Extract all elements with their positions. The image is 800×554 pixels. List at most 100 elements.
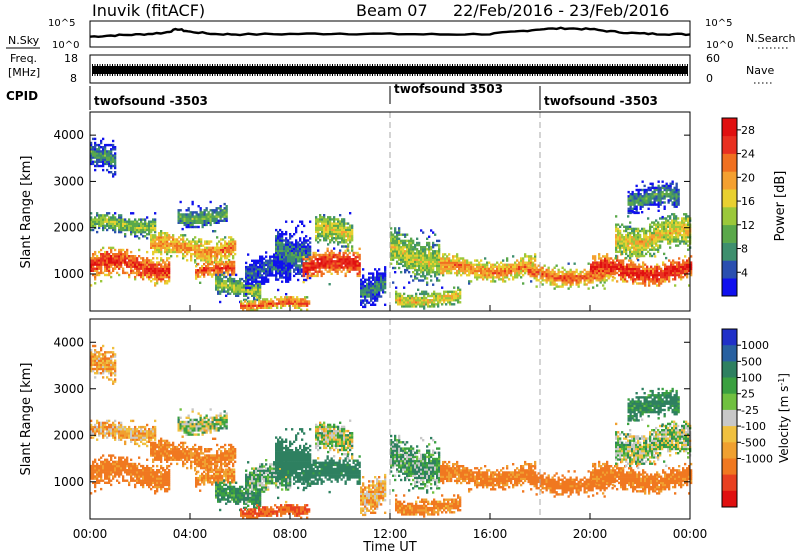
power-cell [439, 292, 442, 296]
power-cell [146, 228, 149, 232]
power-cell [341, 224, 344, 227]
power-cell [419, 292, 422, 296]
power-cell [227, 286, 230, 289]
power-cell [626, 280, 629, 283]
power-cell [179, 221, 182, 224]
power-cell [323, 239, 326, 242]
power-cell [342, 253, 345, 257]
power-cell [438, 268, 441, 272]
power-cell [312, 255, 315, 259]
power-cell [285, 276, 288, 279]
power-cell [302, 270, 305, 273]
power-cell [134, 257, 137, 260]
power-cell [616, 267, 619, 271]
power-cell [225, 205, 228, 208]
power-cell [553, 270, 556, 274]
power-cell [90, 148, 93, 151]
power-cell [307, 253, 310, 257]
power-cell [287, 270, 290, 273]
power-cell [446, 263, 449, 266]
power-cell [400, 248, 403, 251]
power-cell [309, 258, 312, 261]
power-cell [490, 276, 493, 279]
power-cell [156, 242, 159, 245]
power-cell [603, 272, 606, 276]
power-cell [620, 261, 623, 264]
power-cell [217, 288, 220, 291]
power-cell [160, 236, 163, 239]
power-cell [408, 256, 411, 259]
power-cell [152, 271, 155, 275]
power-cell [225, 271, 228, 274]
power-cell [670, 261, 673, 264]
power-cell [118, 261, 121, 264]
power-cell [672, 261, 675, 264]
power-cell [295, 247, 298, 250]
power-cell [448, 267, 451, 271]
power-cell [132, 269, 135, 272]
power-cell [206, 242, 209, 245]
power-cell [230, 240, 233, 243]
power-cell [629, 238, 632, 241]
power-cell [92, 224, 95, 227]
power-cell [594, 267, 597, 271]
power-cell [530, 263, 533, 266]
power-cell [108, 158, 111, 161]
power-cell [657, 236, 660, 239]
power-cell [611, 279, 614, 282]
power-cell [372, 295, 375, 298]
power-cell [434, 273, 437, 276]
power-cell [189, 213, 192, 216]
power-cell [401, 299, 404, 302]
power-cell [197, 219, 200, 222]
power-cell [372, 276, 375, 279]
power-cell [268, 306, 271, 309]
power-cell [114, 265, 117, 268]
power-cell [553, 272, 556, 276]
power-cell [433, 290, 436, 293]
power-cell [421, 296, 424, 300]
power-cell [281, 247, 284, 250]
power-cell [285, 274, 288, 277]
power-cell [537, 279, 540, 282]
power-cell [407, 301, 410, 304]
power-cell [319, 228, 322, 231]
power-cell [215, 267, 218, 270]
power-cell [417, 301, 420, 304]
power-cell [631, 252, 634, 256]
power-cell [247, 278, 250, 281]
power-cell [347, 237, 350, 240]
power-cell [528, 259, 531, 262]
power-cell [399, 299, 402, 302]
power-cell [608, 269, 611, 273]
power-cell [376, 280, 379, 284]
power-cell [419, 301, 422, 304]
power-cell [277, 255, 280, 259]
power-cell [622, 267, 625, 271]
power-cell [273, 268, 276, 271]
power-cell [225, 209, 228, 212]
power-cell [655, 236, 658, 239]
power-cell [629, 233, 632, 237]
power-cell [530, 261, 533, 264]
power-cell [634, 267, 637, 271]
power-cell [96, 214, 99, 217]
power-cell [432, 258, 435, 261]
power-cell [420, 252, 423, 255]
power-cell [164, 273, 167, 277]
power-cell [269, 261, 272, 265]
power-cell [516, 269, 519, 273]
power-cell [318, 270, 321, 273]
power-cell [204, 252, 207, 256]
power-cell [251, 272, 254, 275]
power-cell [138, 271, 141, 275]
power-cell [535, 274, 538, 278]
power-cell [178, 248, 181, 252]
power-cell [136, 224, 139, 227]
power-cell [225, 265, 228, 268]
power-cell [282, 302, 285, 305]
power-cell [150, 244, 153, 247]
power-cell [426, 283, 429, 286]
power-cell [409, 305, 412, 308]
power-cell [223, 288, 226, 291]
